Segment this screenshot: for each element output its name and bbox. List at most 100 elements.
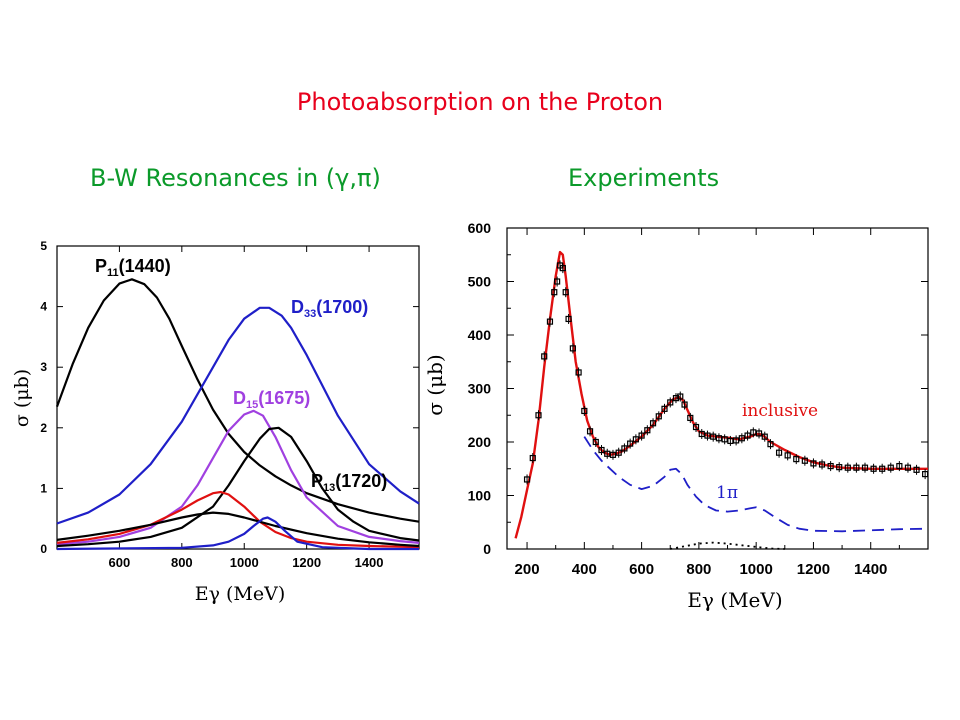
y-tick-label: 200 bbox=[468, 434, 492, 450]
x-tick-label: 1400 bbox=[854, 561, 887, 578]
data-point bbox=[922, 471, 929, 478]
data-point bbox=[738, 435, 745, 442]
x-tick-label: 1000 bbox=[230, 555, 259, 570]
data-point bbox=[644, 427, 651, 434]
data-point bbox=[727, 437, 734, 445]
series-line-1 bbox=[56, 306, 420, 525]
y-tick-label: 300 bbox=[468, 381, 492, 397]
series-label: D33(1700) bbox=[291, 297, 368, 320]
data-point bbox=[704, 432, 711, 439]
series-label: P13(1720) bbox=[311, 471, 387, 494]
left-plot-frame bbox=[56, 245, 420, 550]
data-point bbox=[541, 353, 548, 360]
y-tick-label: 100 bbox=[468, 488, 492, 504]
data-point bbox=[632, 436, 639, 443]
right-chart-subtitle: Experiments bbox=[568, 164, 720, 192]
y-tick-label: 400 bbox=[468, 327, 492, 343]
data-point bbox=[672, 395, 680, 402]
data-point bbox=[604, 450, 611, 457]
data-point bbox=[887, 464, 894, 471]
data-point bbox=[592, 438, 599, 446]
data-point bbox=[609, 451, 617, 458]
y-tick-label: 3 bbox=[40, 360, 47, 374]
data-point bbox=[569, 345, 576, 352]
data-point bbox=[793, 456, 800, 463]
data-point bbox=[853, 464, 860, 471]
data-point bbox=[529, 454, 536, 462]
data-point bbox=[698, 430, 705, 438]
series-line-1 bbox=[583, 436, 929, 533]
data-point bbox=[733, 437, 740, 444]
x-axis-label: Eγ (MeV) bbox=[687, 588, 782, 612]
y-tick-label: 0 bbox=[40, 542, 47, 556]
data-point bbox=[661, 405, 668, 412]
data-point bbox=[559, 265, 566, 272]
data-point bbox=[681, 401, 688, 408]
series-label: P11(1440) bbox=[95, 256, 171, 279]
x-tick-label: 1000 bbox=[739, 561, 772, 578]
data-point bbox=[575, 369, 582, 376]
data-point bbox=[615, 449, 622, 456]
series-line-3 bbox=[56, 426, 420, 548]
data-point bbox=[535, 412, 542, 419]
x-tick-label: 1400 bbox=[355, 555, 384, 570]
y-axis-label: σ (μb) bbox=[11, 369, 33, 427]
data-point bbox=[896, 462, 903, 470]
series-line-6 bbox=[56, 516, 419, 551]
data-point bbox=[715, 435, 723, 442]
data-point bbox=[913, 466, 920, 473]
y-axis-label: σ (μb) bbox=[423, 354, 447, 415]
data-point bbox=[638, 432, 645, 439]
y-tick-label: 4 bbox=[40, 300, 47, 314]
data-point bbox=[836, 464, 843, 471]
data-point bbox=[677, 393, 684, 400]
series-label: D15(1675) bbox=[233, 388, 310, 411]
data-point bbox=[581, 407, 588, 415]
inclusive-label: inclusive bbox=[742, 401, 818, 421]
x-tick-label: 600 bbox=[629, 561, 654, 578]
data-point bbox=[667, 399, 674, 406]
data-point bbox=[721, 436, 728, 443]
data-point bbox=[546, 318, 554, 325]
data-point bbox=[810, 460, 817, 467]
x-tick-label: 200 bbox=[515, 561, 540, 578]
x-tick-label: 800 bbox=[686, 561, 711, 578]
data-point bbox=[744, 432, 751, 439]
data-point bbox=[649, 420, 657, 427]
data-point bbox=[687, 414, 694, 422]
y-tick-label: 2 bbox=[40, 421, 47, 435]
data-point bbox=[904, 464, 912, 471]
data-point bbox=[801, 457, 808, 464]
x-tick-label: 800 bbox=[171, 555, 193, 570]
data-point bbox=[775, 449, 783, 456]
x-tick-label: 1200 bbox=[797, 561, 830, 578]
data-point bbox=[818, 461, 826, 468]
y-tick-label: 600 bbox=[468, 220, 492, 236]
y-tick-label: 1 bbox=[40, 481, 47, 495]
data-point bbox=[767, 441, 774, 448]
data-point bbox=[655, 413, 662, 420]
series-line-2 bbox=[670, 541, 785, 550]
data-point bbox=[761, 433, 768, 440]
data-point bbox=[565, 315, 572, 323]
data-point bbox=[755, 430, 763, 437]
data-point bbox=[586, 428, 594, 435]
data-point bbox=[844, 464, 851, 471]
series-line-5 bbox=[56, 511, 420, 548]
data-point bbox=[750, 429, 757, 436]
data-point bbox=[784, 452, 791, 459]
data-point bbox=[621, 445, 628, 452]
data-point bbox=[551, 289, 558, 296]
one-pi-label: 1π bbox=[716, 483, 738, 503]
data-point bbox=[861, 464, 869, 471]
data-point bbox=[523, 476, 531, 483]
x-tick-label: 400 bbox=[572, 561, 597, 578]
y-tick-label: 0 bbox=[483, 541, 491, 557]
data-point bbox=[879, 465, 886, 472]
series-line-2 bbox=[56, 409, 420, 546]
data-point bbox=[598, 446, 605, 454]
page-title: Photoabsorption on the Proton bbox=[296, 88, 664, 116]
data-point bbox=[710, 433, 717, 440]
